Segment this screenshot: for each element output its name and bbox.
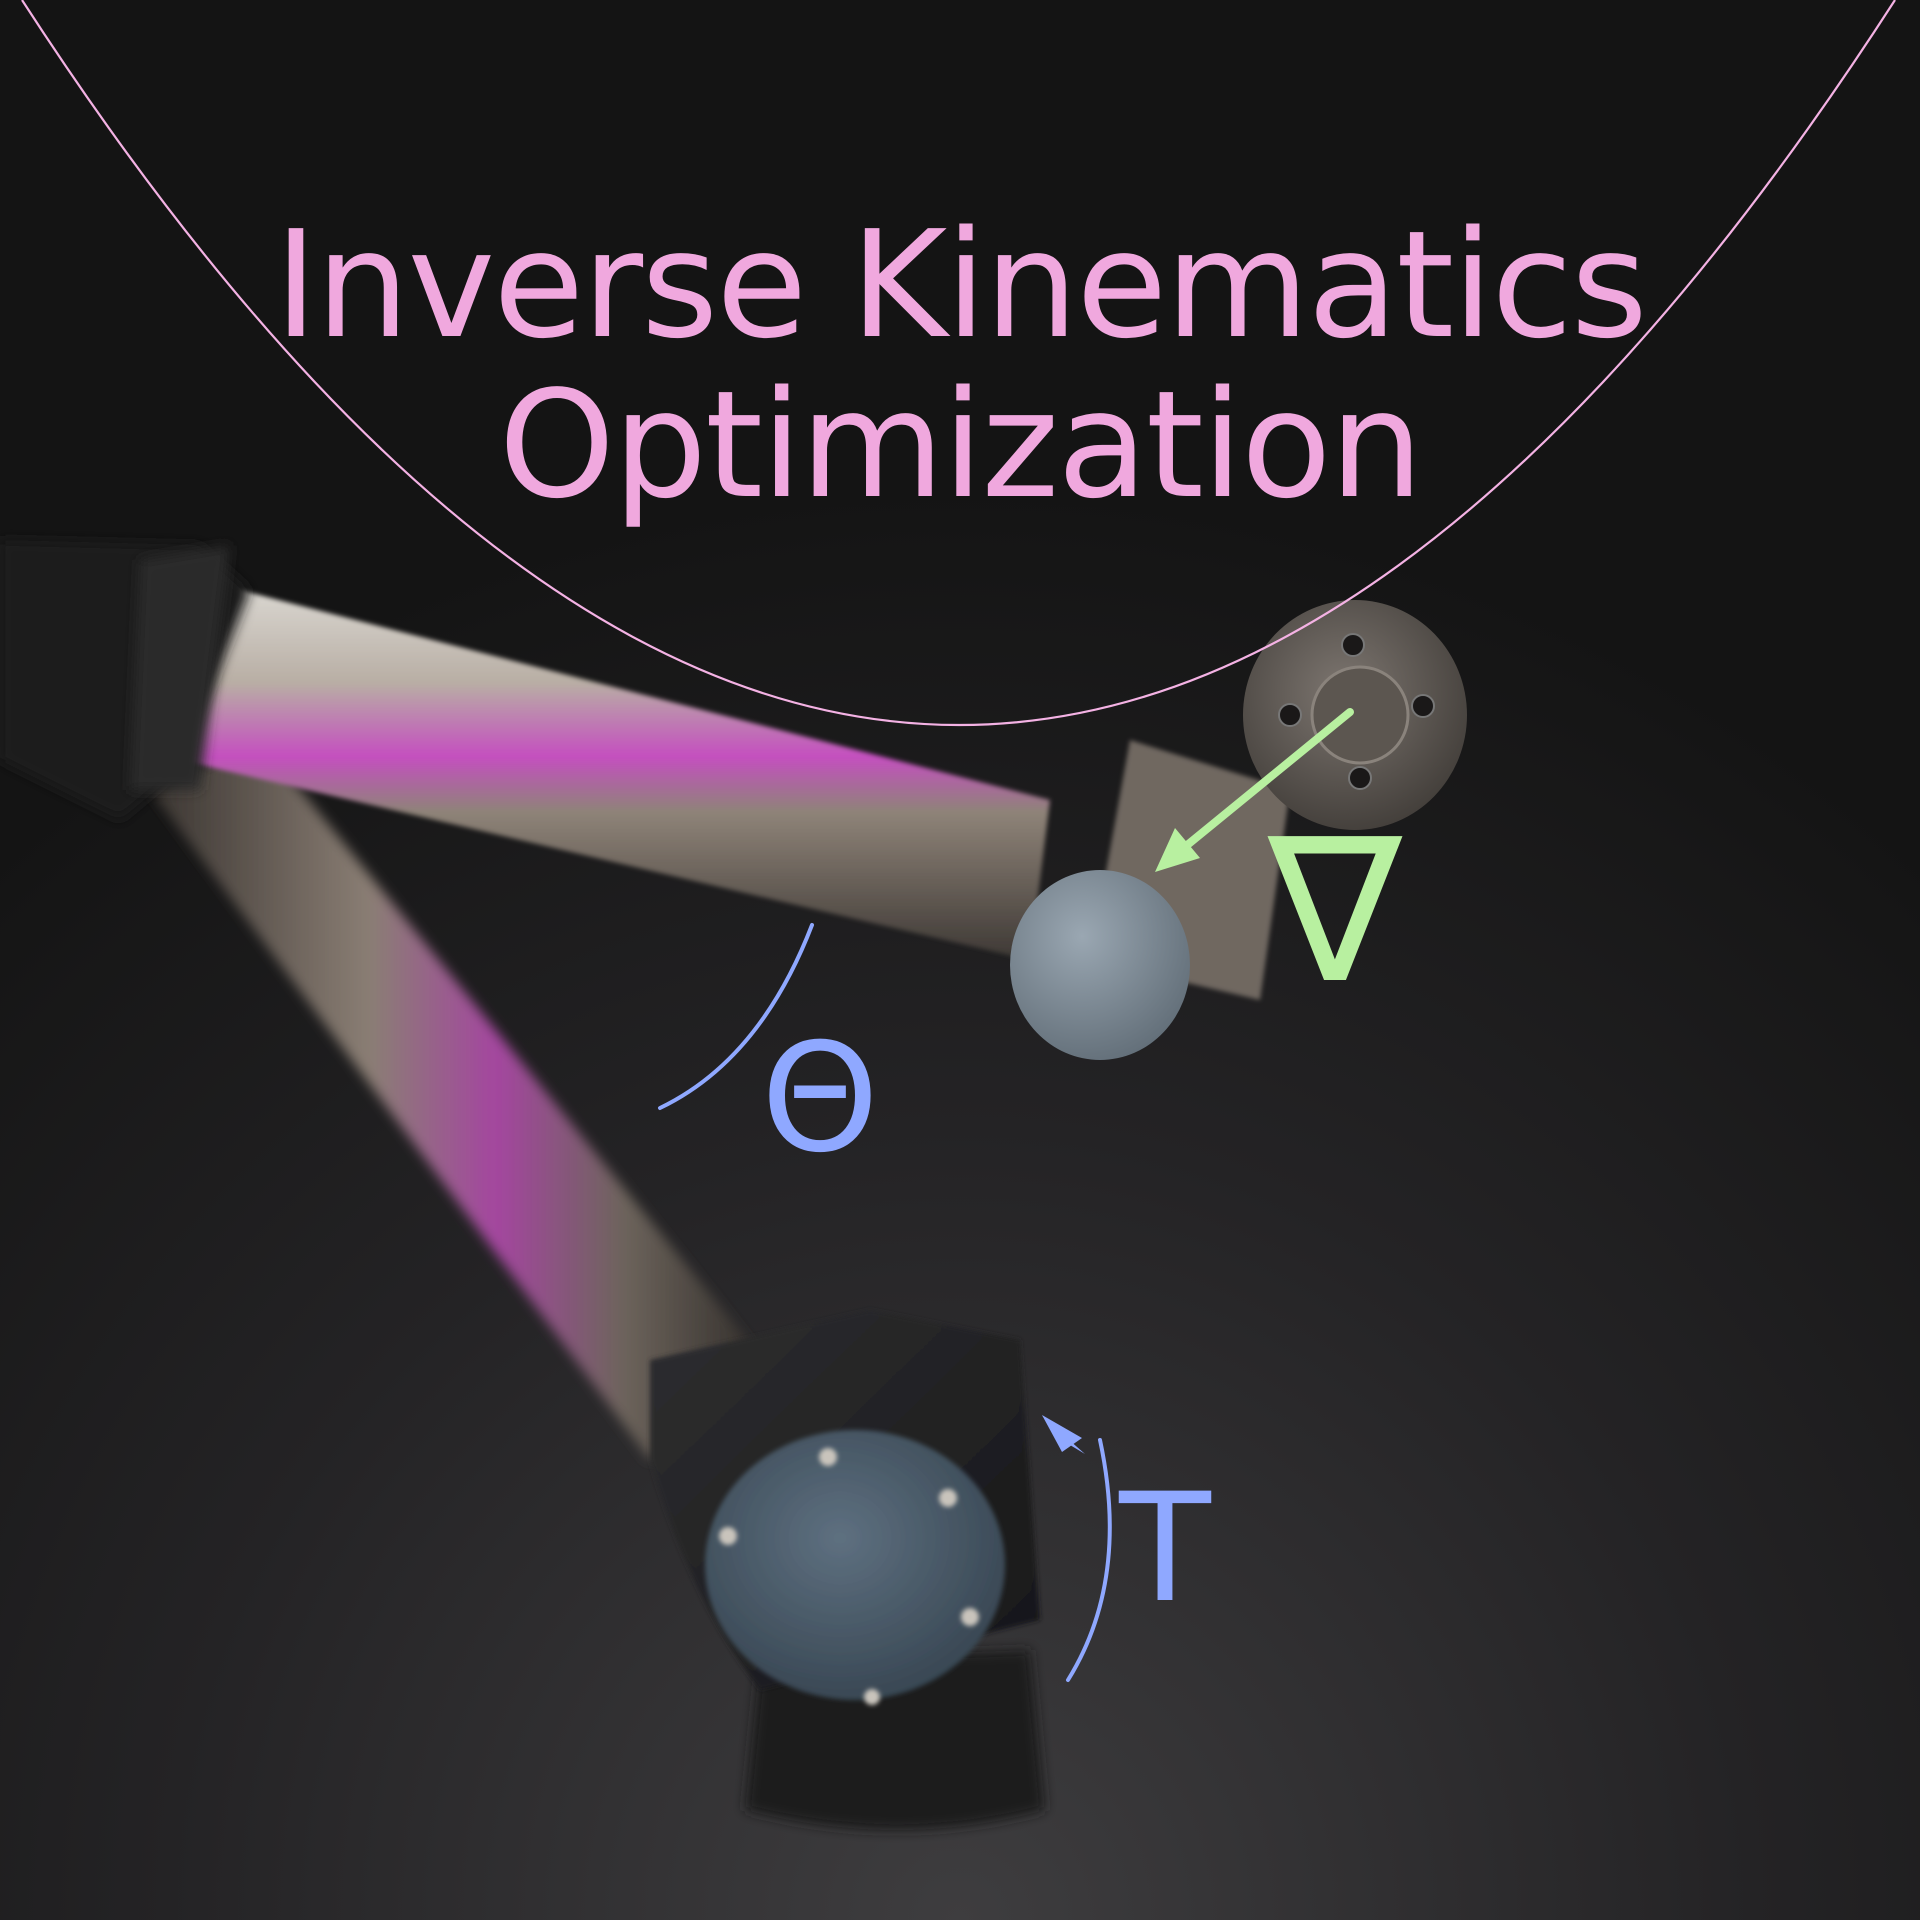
gradient-symbol: ∇ — [1267, 795, 1403, 1028]
flange-bolts — [1278, 633, 1435, 790]
joint-angle-symbol: Θ — [761, 1012, 879, 1186]
joint-angle-arc — [658, 923, 814, 1110]
arrow-down-left-icon — [1155, 708, 1354, 872]
shoulder-cap-bolts — [719, 1448, 979, 1705]
shoulder-joint-cap — [705, 1430, 1005, 1700]
lower-arm-link — [150, 740, 780, 1460]
tool-flange-center — [1310, 665, 1410, 765]
title-line-1: Inverse Kinematics — [274, 199, 1646, 371]
curved-arrow-up-icon — [1042, 1415, 1112, 1682]
elbow-ring — [130, 545, 230, 790]
upper-arm-link — [180, 590, 1050, 960]
loss-curve — [21, 0, 1896, 726]
title-line-2: Optimization — [499, 359, 1422, 531]
robot-arm — [0, 540, 1467, 1830]
transform-symbol: T — [1118, 1462, 1212, 1636]
wrist-joint-cap — [1010, 870, 1190, 1060]
